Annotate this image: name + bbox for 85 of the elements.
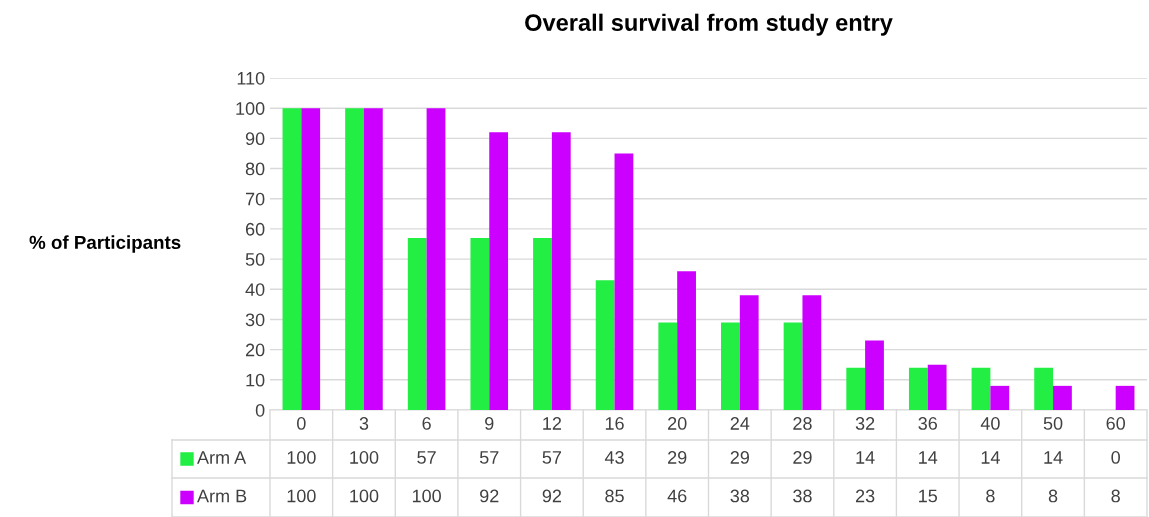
bar <box>846 367 866 410</box>
x-tick-label: 0 <box>297 417 306 430</box>
data-label: 8 <box>1111 489 1120 503</box>
legend-label: Arm A <box>197 451 247 464</box>
data-label: 29 <box>730 451 750 464</box>
data-label: 85 <box>605 489 624 503</box>
x-tick-label: 60 <box>1106 417 1126 430</box>
bar <box>865 340 884 410</box>
data-label: 100 <box>350 489 379 503</box>
data-label: 100 <box>412 489 441 503</box>
data-label: 46 <box>667 489 687 503</box>
bar <box>363 108 383 410</box>
data-label: 57 <box>542 451 562 464</box>
data-label: 100 <box>287 451 316 464</box>
bar <box>345 108 364 410</box>
data-label: 43 <box>604 451 624 464</box>
y-tick-label: 80 <box>245 162 265 176</box>
bar <box>721 322 740 410</box>
data-label: 14 <box>1044 451 1063 464</box>
x-tick-label: 32 <box>855 417 875 430</box>
x-tick-label: 28 <box>793 417 812 430</box>
y-tick-label: 40 <box>245 283 265 296</box>
bar <box>595 280 615 410</box>
data-label: 92 <box>542 489 562 503</box>
data-label: 100 <box>350 451 379 464</box>
data-label: 29 <box>668 451 687 464</box>
bar <box>551 132 571 410</box>
data-label: 0 <box>1111 451 1120 464</box>
bar <box>1115 385 1135 410</box>
y-tick-label: 10 <box>246 373 265 387</box>
x-tick-label: 50 <box>1043 417 1063 430</box>
bar <box>802 295 822 410</box>
x-tick-label: 36 <box>918 417 937 430</box>
y-tick-label: 90 <box>245 132 265 146</box>
y-tick-label: 60 <box>245 222 265 236</box>
bar <box>739 295 759 410</box>
bar <box>1034 367 1054 410</box>
y-tick-label: 100 <box>236 102 265 115</box>
bar <box>677 271 696 410</box>
bar <box>658 322 678 410</box>
bar <box>927 364 947 410</box>
x-tick-label: 24 <box>730 417 750 430</box>
x-tick-label: 12 <box>543 417 562 430</box>
y-tick-label: 0 <box>255 403 265 417</box>
data-label: 8 <box>986 489 995 503</box>
x-tick-label: 9 <box>485 417 494 430</box>
x-tick-label: 20 <box>668 417 687 430</box>
y-tick-label: 70 <box>245 192 265 206</box>
x-tick-label: 40 <box>980 417 1000 430</box>
bar <box>282 108 302 410</box>
x-tick-label: 6 <box>422 417 431 430</box>
bar <box>990 385 1010 410</box>
bar <box>614 153 634 410</box>
y-axis-title: % of Participants <box>29 235 181 253</box>
data-label: 92 <box>480 489 499 503</box>
bar <box>783 322 803 410</box>
data-label: 14 <box>981 451 1000 464</box>
x-tick-label: 16 <box>605 417 624 430</box>
bar <box>470 237 490 410</box>
bar <box>426 108 446 410</box>
data-label: 57 <box>417 451 436 464</box>
data-label: 14 <box>919 451 938 464</box>
y-tick-label: 50 <box>245 253 265 266</box>
y-tick-label: 110 <box>237 71 265 85</box>
data-label: 8 <box>1048 489 1058 503</box>
bar <box>908 367 928 410</box>
data-label: 29 <box>793 451 812 464</box>
bar <box>301 108 321 410</box>
bar <box>407 237 427 410</box>
data-label: 38 <box>793 489 812 503</box>
data-label: 38 <box>730 489 750 503</box>
x-tick-label: 3 <box>359 417 369 430</box>
bar <box>971 367 991 410</box>
data-label: 14 <box>856 451 875 464</box>
y-tick-label: 30 <box>245 313 265 327</box>
legend-label: Arm B <box>197 489 247 503</box>
bar <box>489 132 509 410</box>
y-tick-label: 20 <box>245 343 265 357</box>
bar <box>1053 385 1072 410</box>
data-label: 57 <box>479 451 499 464</box>
chart-title: Overall survival from study entry <box>525 13 893 36</box>
bar <box>533 237 552 410</box>
data-label: 23 <box>855 489 875 503</box>
data-label: 15 <box>919 489 938 503</box>
data-label: 100 <box>287 489 316 503</box>
